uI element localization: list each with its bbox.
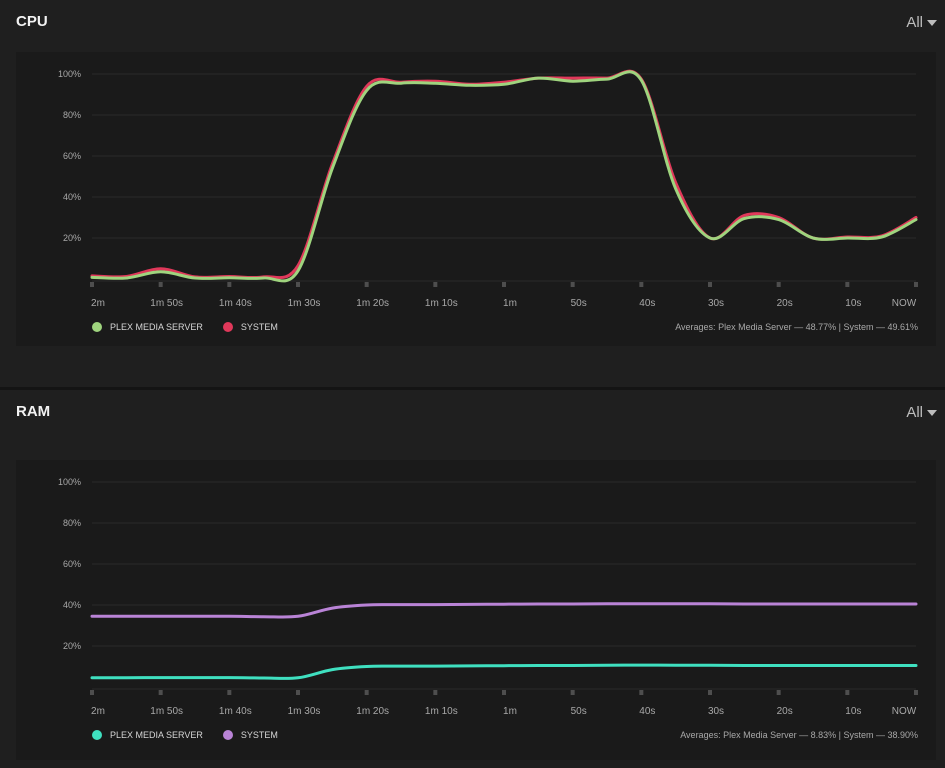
x-tick-label: 10s — [845, 706, 861, 717]
ram-range-label: All — [906, 404, 923, 421]
x-tick-mark — [914, 690, 918, 695]
chevron-down-icon — [927, 410, 937, 416]
x-tick-mark — [776, 282, 781, 287]
x-tick-label: NOW — [892, 298, 917, 309]
y-tick-label: 20% — [63, 641, 81, 651]
x-tick-mark — [296, 282, 300, 287]
x-tick-label: 2m — [91, 706, 105, 717]
y-tick-label: 60% — [63, 559, 81, 569]
legend-item-system: SYSTEM — [222, 322, 278, 332]
y-tick-label: 40% — [63, 600, 81, 610]
x-tick-mark — [433, 690, 438, 695]
x-tick-label: 1m — [503, 298, 517, 309]
x-tick-mark — [845, 690, 850, 695]
x-tick-label: 50s — [571, 706, 587, 717]
x-tick-label: 1m 10s — [425, 706, 458, 717]
x-tick-label: 1m 40s — [219, 298, 252, 309]
legend-label: SYSTEM — [240, 730, 278, 740]
ram-title: RAM — [16, 403, 51, 420]
x-tick-mark — [914, 282, 918, 287]
ram-legend: PLEX MEDIA SERVER SYSTEM — [92, 730, 278, 740]
x-tick-mark — [158, 690, 163, 695]
x-tick-mark — [90, 282, 94, 287]
x-tick-mark — [90, 690, 94, 695]
x-tick-label: 20s — [777, 706, 793, 717]
ram-chart: 100% 80% 60% 40% 20% 2m 1m 50s 1m 40s 1m 30s 1m 2… — [16, 460, 936, 760]
legend-item-plex: PLEX MEDIA SERVER — [92, 730, 203, 740]
cpu-range-select[interactable]: All — [906, 14, 937, 31]
y-tick-label: 40% — [63, 192, 81, 202]
legend-dot-icon — [222, 322, 233, 332]
series-line-plex-media-server — [90, 663, 918, 680]
x-tick-mark — [570, 690, 575, 695]
x-tick-label: 1m 10s — [425, 298, 458, 309]
legend-item-plex: PLEX MEDIA SERVER — [92, 322, 203, 332]
ram-averages: Averages: Plex Media Server — 8.83% | Sy… — [680, 730, 918, 740]
x-tick-label: 1m 50s — [150, 706, 183, 717]
x-tick-label: 50s — [571, 298, 587, 309]
ram-range-select[interactable]: All — [906, 404, 937, 421]
x-tick-label: 1m 20s — [356, 706, 389, 717]
x-tick-mark — [502, 690, 506, 695]
x-tick-mark — [433, 282, 438, 287]
ram-chart-svg: 100% 80% 60% 40% 20% 2m 1m 50s 1m 40s 1m 30s 1m 2… — [58, 477, 918, 717]
x-tick-mark — [776, 690, 781, 695]
x-tick-label: 1m — [503, 706, 517, 717]
ram-panel: RAM All 100% 80% 60% 40% 20% 2m 1m 50s 1m 40s 1m… — [0, 390, 945, 768]
x-tick-mark — [708, 282, 712, 287]
series-line-plex-media-server — [90, 70, 918, 283]
legend-item-system: SYSTEM — [222, 730, 278, 740]
x-tick-label: NOW — [892, 706, 917, 717]
legend-label: PLEX MEDIA SERVER — [110, 322, 203, 332]
x-tick-mark — [570, 282, 575, 287]
cpu-legend: PLEX MEDIA SERVER SYSTEM — [92, 322, 278, 332]
x-tick-label: 40s — [639, 298, 655, 309]
cpu-averages: Averages: Plex Media Server — 48.77% | S… — [675, 322, 918, 332]
chevron-down-icon — [927, 20, 937, 26]
x-tick-label: 10s — [845, 298, 861, 309]
cpu-chart: 100% 80% 60% 40% 20% 2m 1m 50s 1m 40s 1m 30s 1m 2… — [16, 52, 936, 346]
x-tick-label: 1m 40s — [219, 706, 252, 717]
cpu-title: CPU — [16, 13, 48, 30]
x-tick-label: 1m 50s — [150, 298, 183, 309]
y-tick-label: 20% — [63, 233, 81, 243]
x-tick-mark — [364, 690, 369, 695]
cpu-chart-svg: 100% 80% 60% 40% 20% 2m 1m 50s 1m 40s 1m 30s 1m 2… — [58, 69, 918, 309]
legend-dot-icon — [222, 730, 233, 740]
series-line-system — [90, 69, 918, 280]
x-tick-mark — [227, 690, 232, 695]
y-tick-label: 100% — [58, 69, 81, 79]
x-tick-mark — [227, 282, 232, 287]
x-tick-mark — [364, 282, 369, 287]
y-tick-label: 80% — [63, 110, 81, 120]
x-tick-mark — [639, 282, 644, 287]
x-tick-label: 30s — [708, 298, 724, 309]
x-tick-label: 1m 20s — [356, 298, 389, 309]
x-tick-mark — [845, 282, 850, 287]
x-tick-mark — [639, 690, 644, 695]
x-tick-label: 1m 30s — [288, 298, 321, 309]
x-tick-mark — [708, 690, 712, 695]
legend-label: SYSTEM — [240, 322, 278, 332]
legend-label: PLEX MEDIA SERVER — [110, 730, 203, 740]
series-line-system — [90, 602, 918, 619]
x-tick-label: 1m 30s — [288, 706, 321, 717]
x-tick-mark — [502, 282, 506, 287]
x-tick-label: 2m — [91, 298, 105, 309]
y-tick-label: 80% — [63, 518, 81, 528]
legend-dot-icon — [92, 322, 102, 332]
y-tick-label: 60% — [63, 151, 81, 161]
x-tick-mark — [296, 690, 300, 695]
divider — [0, 387, 945, 390]
cpu-range-label: All — [906, 14, 923, 31]
legend-dot-icon — [92, 730, 102, 740]
y-tick-label: 100% — [58, 477, 81, 487]
x-tick-mark — [158, 282, 163, 287]
x-tick-label: 30s — [708, 706, 724, 717]
cpu-panel: CPU All 100% 80% 60% 40% 20% 2m 1m 50s 1m 40s 1m… — [16, 13, 937, 346]
x-tick-label: 20s — [777, 298, 793, 309]
x-tick-label: 40s — [639, 706, 655, 717]
